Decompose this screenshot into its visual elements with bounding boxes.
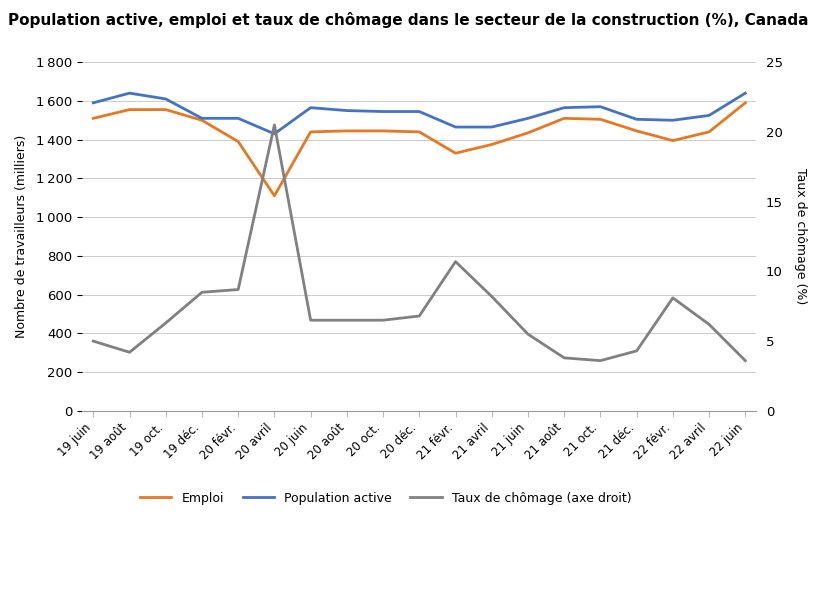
Y-axis label: Nombre de travailleurs (milliers): Nombre de travailleurs (milliers) <box>15 135 28 338</box>
Text: Population active, emploi et taux de chômage dans le secteur de la construction : Population active, emploi et taux de chô… <box>8 12 809 28</box>
Y-axis label: Taux de chômage (%): Taux de chômage (%) <box>794 169 807 305</box>
Legend: Emploi, Population active, Taux de chômage (axe droit): Emploi, Population active, Taux de chôma… <box>135 487 636 510</box>
